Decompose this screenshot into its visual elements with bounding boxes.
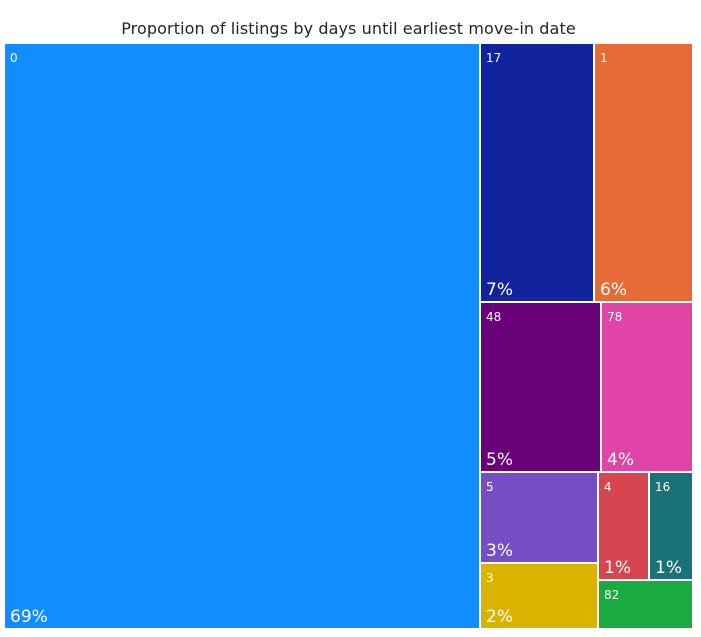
treemap-tile-rect[interactable]	[650, 473, 692, 579]
tile-category-label: 82	[604, 588, 619, 602]
tile-category-label: 48	[486, 310, 501, 324]
tile-percent-label: 7%	[486, 280, 513, 300]
tile-percent-label: 69%	[10, 607, 48, 627]
tile-percent-label: 2%	[486, 607, 513, 627]
treemap-tile-17[interactable]: 17 7%	[481, 44, 593, 301]
treemap-tile-48[interactable]: 48 5%	[481, 303, 600, 471]
tile-category-label: 78	[607, 310, 622, 324]
treemap-tile-rect[interactable]	[5, 44, 479, 628]
treemap-tile-rect[interactable]	[602, 303, 692, 471]
treemap-tile-rect[interactable]	[595, 44, 692, 301]
treemap-tile-rect[interactable]	[481, 564, 597, 628]
treemap-tile-0[interactable]: 0 69%	[5, 44, 479, 628]
tile-percent-label: 4%	[607, 450, 634, 470]
treemap-tile-16[interactable]: 16 1%	[650, 473, 692, 579]
chart-title: Proportion of listings by days until ear…	[121, 19, 576, 38]
tile-percent-label: 6%	[600, 280, 627, 300]
tile-percent-label: 5%	[486, 450, 513, 470]
treemap-tile-5[interactable]: 5 3%	[481, 473, 597, 562]
treemap-tile-3[interactable]: 3 2%	[481, 564, 597, 628]
tile-category-label: 0	[10, 51, 18, 65]
treemap-tile-78[interactable]: 78 4%	[602, 303, 692, 471]
treemap-tile-rect[interactable]	[481, 303, 600, 471]
tile-category-label: 17	[486, 51, 501, 65]
treemap-tile-1[interactable]: 1 6%	[595, 44, 692, 301]
tile-category-label: 4	[604, 480, 612, 494]
tile-percent-label: 3%	[486, 541, 513, 561]
tile-category-label: 16	[655, 480, 670, 494]
treemap-tile-rect[interactable]	[599, 473, 648, 579]
treemap-tile-82[interactable]: 82	[599, 581, 692, 628]
tile-percent-label: 1%	[604, 558, 631, 578]
tile-category-label: 3	[486, 571, 494, 585]
tile-category-label: 5	[486, 480, 494, 494]
tile-percent-label: 1%	[655, 558, 682, 578]
treemap-tile-rect[interactable]	[481, 44, 593, 301]
treemap-tile-rect[interactable]	[481, 473, 597, 562]
treemap-tile-rect[interactable]	[599, 581, 692, 628]
tile-category-label: 1	[600, 51, 608, 65]
treemap-tile-4[interactable]: 4 1%	[599, 473, 648, 579]
